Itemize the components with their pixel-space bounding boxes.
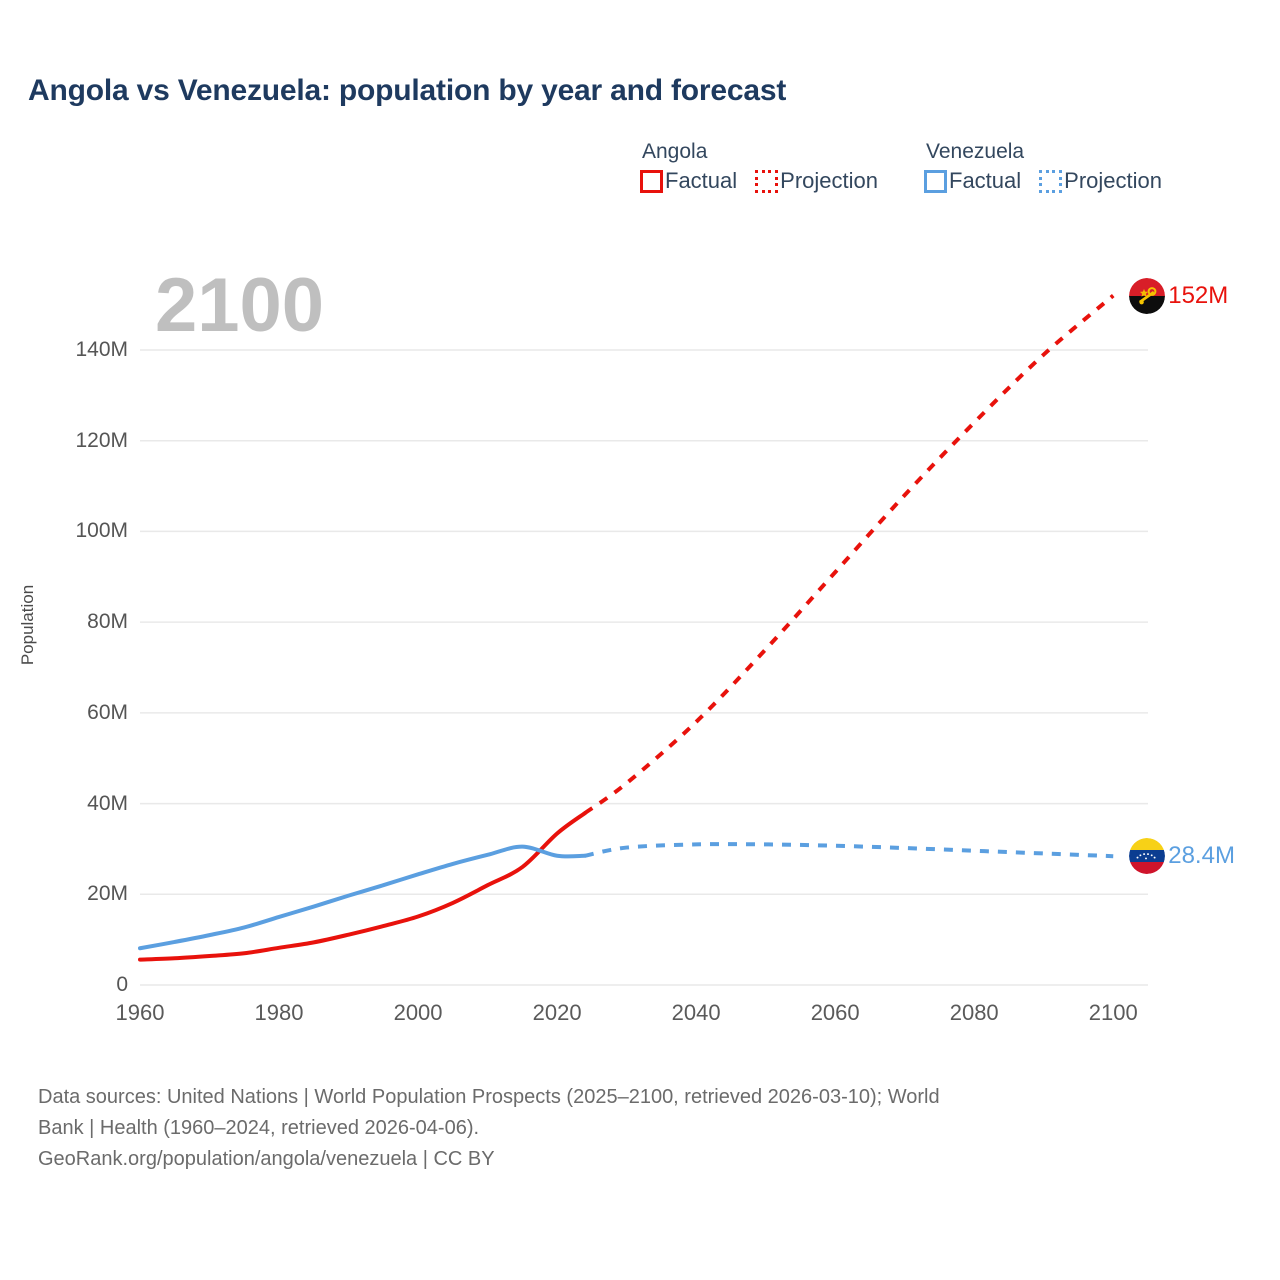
angola-flag-icon [1129,277,1166,314]
endpoint-venezuela[interactable]: 28.4M [1129,838,1235,875]
legend-group-title-venezuela: Venezuela [926,140,1025,163]
venezuela-flag-icon [1129,838,1166,875]
legend-item-angola-projection[interactable]: Projection [755,168,878,194]
watermark-year-label: 2100 [155,263,325,348]
plot-area: 2100 Population 0 20M 40M 60M 80M 100M 120M 140… [0,0,1235,1060]
chart-legend: Angola Factual Projection Venezuela Fact… [640,140,1162,194]
footer-sources-line-1: Data sources: United Nations | World Pop… [38,1086,940,1108]
x-axis-tick-label: 2020 [532,1000,582,1025]
legend-item-venezuela-projection[interactable]: Projection [1039,168,1162,194]
x-axis-tick-label: 2040 [671,1000,721,1025]
legend-item-angola-factual[interactable]: Factual [640,168,737,194]
series-line-projection-venezuela [584,842,1114,859]
chart-canvas [138,294,1148,986]
legend-items-venezuela: Factual Projection [924,168,1162,194]
legend-swatch-solid-icon [640,169,663,193]
footer: Data sources: United Nations | World Pop… [38,1082,1253,1175]
page-title: Angola vs Venezuela: population by year … [28,74,787,107]
y-axis-tick-label: 40M [87,791,128,815]
legend-swatch-dotted-icon [1039,169,1063,193]
legend-swatch-solid-icon [924,169,947,193]
legend-item-venezuela-factual[interactable]: Factual [924,168,1021,194]
y-axis-tick-label: 140M [75,338,128,361]
x-axis-tick-label: 1980 [254,1000,304,1025]
series-line-projection-angola [583,294,1115,815]
y-axis-tick-label: 100M [75,519,128,543]
chart-series-layer [138,294,1115,962]
series-line-factual-venezuela [138,844,587,951]
endpoint-value-angola: 152M [1168,281,1229,309]
x-axis-tick-label: 2000 [393,1000,443,1025]
series-line-factual-angola [138,811,587,962]
y-axis-tick-label: 120M [75,428,128,452]
legend-item-label: Factual [665,168,738,193]
legend-group-title-angola: Angola [642,140,708,163]
legend-item-label: Projection [780,168,878,193]
legend-swatch-dotted-icon [755,169,779,193]
legend-items-angola: Factual Projection [640,168,878,194]
endpoint-value-venezuela: 28.4M [1168,842,1235,870]
endpoint-angola[interactable]: 152M [1129,277,1229,314]
y-axis-tick-label: 80M [87,610,128,634]
y-axis-tick-label: 60M [87,700,128,724]
x-axis-tick-label: 1960 [115,1000,165,1025]
y-axis-tick-label: 0 [116,973,128,996]
x-axis-tick-label: 2100 [1088,1000,1138,1025]
x-axis-tick-label: 2060 [810,1000,860,1025]
chart-gridlines [140,349,1148,986]
legend-group-angola: Angola Factual Projection [640,140,878,194]
footer-attribution: GeoRank.org/population/angola/venezuela … [38,1148,495,1170]
legend-item-label: Projection [1064,168,1162,193]
legend-item-label: Factual [949,168,1022,193]
footer-sources-line-2: Bank | Health (1960–2024, retrieved 2026… [38,1117,480,1139]
x-axis-tick-label: 2080 [949,1000,999,1025]
legend-group-venezuela: Venezuela Factual Projection [924,140,1162,194]
y-axis-ticks: 0 20M 40M 60M 80M 100M 120M 140M [0,0,128,1060]
y-axis-tick-label: 20M [87,882,128,906]
